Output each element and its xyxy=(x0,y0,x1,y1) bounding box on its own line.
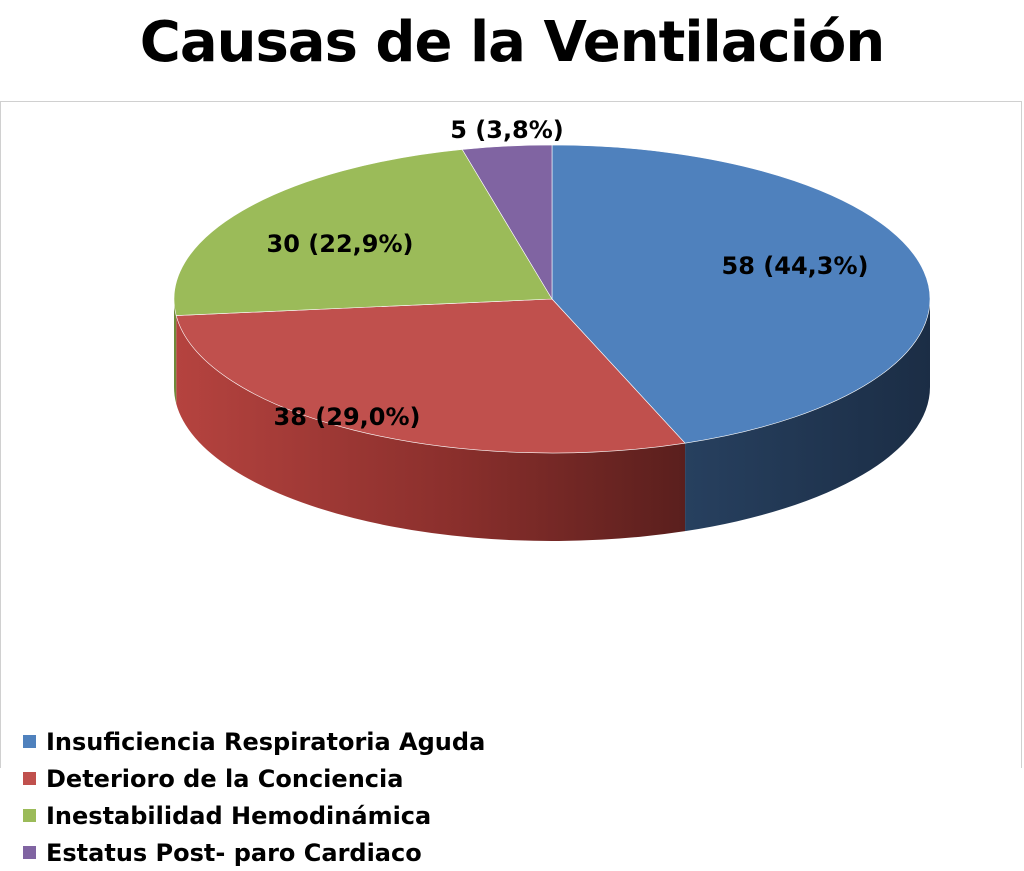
pie-slice-side xyxy=(685,299,930,532)
pie-data-label: 30 (22,9%) xyxy=(267,230,414,258)
chart-area: 58 (44,3%) 38 (29,0%) 30 (22,9%) 5 (3,8%) I… xyxy=(0,101,1022,867)
pie-slice xyxy=(551,144,931,444)
pie-slice-side xyxy=(176,315,686,541)
pie-slice xyxy=(175,298,686,454)
legend-item: Insuficiencia Respiratoria Aguda xyxy=(23,723,485,760)
legend-label: Estatus Post- paro Cardiaco xyxy=(46,838,422,867)
pie-data-label: 38 (29,0%) xyxy=(274,403,421,431)
legend-label: Deterioro de la Conciencia xyxy=(46,764,404,793)
legend-label: Inestabilidad Hemodinámica xyxy=(46,801,432,830)
legend-label: Insuficiencia Respiratoria Aguda xyxy=(46,727,486,756)
pie-chart: 58 (44,3%) 38 (29,0%) 30 (22,9%) 5 (3,8%) xyxy=(173,116,931,541)
pie-data-label: 5 (3,8%) xyxy=(450,116,564,144)
pie-slice-side xyxy=(174,299,177,404)
legend-swatch xyxy=(23,772,36,785)
pie-slice xyxy=(173,149,553,316)
chart-legend: Insuficiencia Respiratoria Aguda Deterio… xyxy=(23,723,485,871)
legend-swatch xyxy=(23,846,36,859)
legend-item: Inestabilidad Hemodinámica xyxy=(23,797,485,834)
legend-item: Deterioro de la Conciencia xyxy=(23,760,485,797)
pie-slice xyxy=(461,144,553,301)
legend-swatch xyxy=(23,809,36,822)
page-title: Causas de la Ventilación xyxy=(139,10,886,75)
pie-data-label: 58 (44,3%) xyxy=(722,252,869,280)
legend-item: Estatus Post- paro Cardiaco xyxy=(23,834,485,871)
legend-swatch xyxy=(23,735,36,748)
